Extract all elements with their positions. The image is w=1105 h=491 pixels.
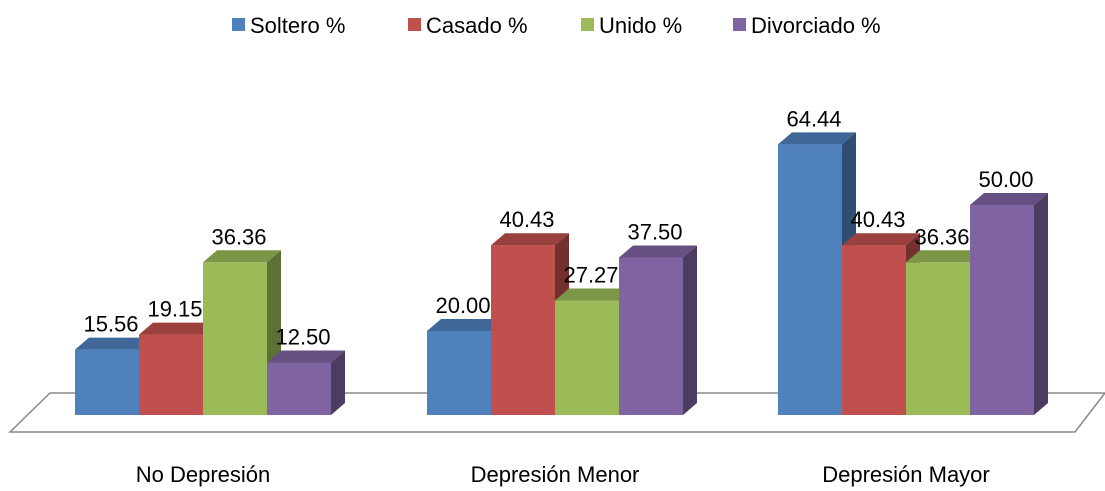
data-label: 40.43 bbox=[499, 207, 554, 232]
bar-side bbox=[331, 350, 345, 415]
data-label: 36.36 bbox=[914, 224, 969, 249]
bar-top bbox=[842, 233, 920, 246]
bar-front bbox=[970, 205, 1034, 415]
x-tick-label: No Depresión bbox=[136, 462, 271, 487]
data-label: 27.27 bbox=[563, 262, 618, 287]
bar-front bbox=[75, 349, 139, 415]
bar-top bbox=[75, 337, 153, 350]
bar-side bbox=[1034, 193, 1048, 415]
data-label: 19.15 bbox=[147, 297, 202, 322]
legend-label: Unido % bbox=[599, 13, 682, 38]
legend-label: Soltero % bbox=[250, 13, 345, 38]
bar-top bbox=[491, 233, 569, 246]
bar-front bbox=[619, 257, 683, 415]
legend-swatch bbox=[733, 18, 746, 31]
x-tick-label: Depresión Mayor bbox=[822, 462, 990, 487]
bar-top bbox=[619, 245, 697, 258]
bar-top bbox=[778, 132, 856, 145]
bar-front bbox=[203, 262, 267, 415]
data-label: 50.00 bbox=[978, 167, 1033, 192]
bar-front bbox=[555, 300, 619, 415]
data-label: 40.43 bbox=[850, 207, 905, 232]
data-label: 15.56 bbox=[83, 312, 138, 337]
bar-top bbox=[555, 288, 633, 301]
bar-front bbox=[778, 144, 842, 416]
legend-swatch bbox=[581, 18, 594, 31]
legend-label: Casado % bbox=[426, 13, 528, 38]
data-label: 20.00 bbox=[435, 293, 490, 318]
bar-front bbox=[139, 334, 203, 415]
bar-top bbox=[906, 250, 984, 263]
bar-side bbox=[683, 245, 697, 415]
bar-front bbox=[427, 331, 491, 415]
data-label: 36.36 bbox=[211, 224, 266, 249]
bar-front bbox=[491, 245, 555, 415]
bar-top bbox=[427, 319, 505, 331]
data-label: 64.44 bbox=[786, 106, 841, 131]
legend-swatch bbox=[408, 18, 421, 31]
bar-front bbox=[267, 362, 331, 415]
bar-top bbox=[203, 250, 281, 263]
data-label: 12.50 bbox=[275, 325, 330, 350]
bar-top bbox=[970, 193, 1048, 205]
data-label: 37.50 bbox=[627, 220, 682, 245]
bar-top bbox=[139, 322, 217, 335]
x-tick-label: Depresión Menor bbox=[471, 462, 640, 487]
bar-front bbox=[906, 262, 970, 415]
legend-label: Divorciado % bbox=[751, 13, 881, 38]
bar-top bbox=[267, 350, 345, 363]
legend-swatch bbox=[232, 18, 245, 31]
bar-front bbox=[842, 245, 906, 415]
floor bbox=[8, 392, 1105, 433]
